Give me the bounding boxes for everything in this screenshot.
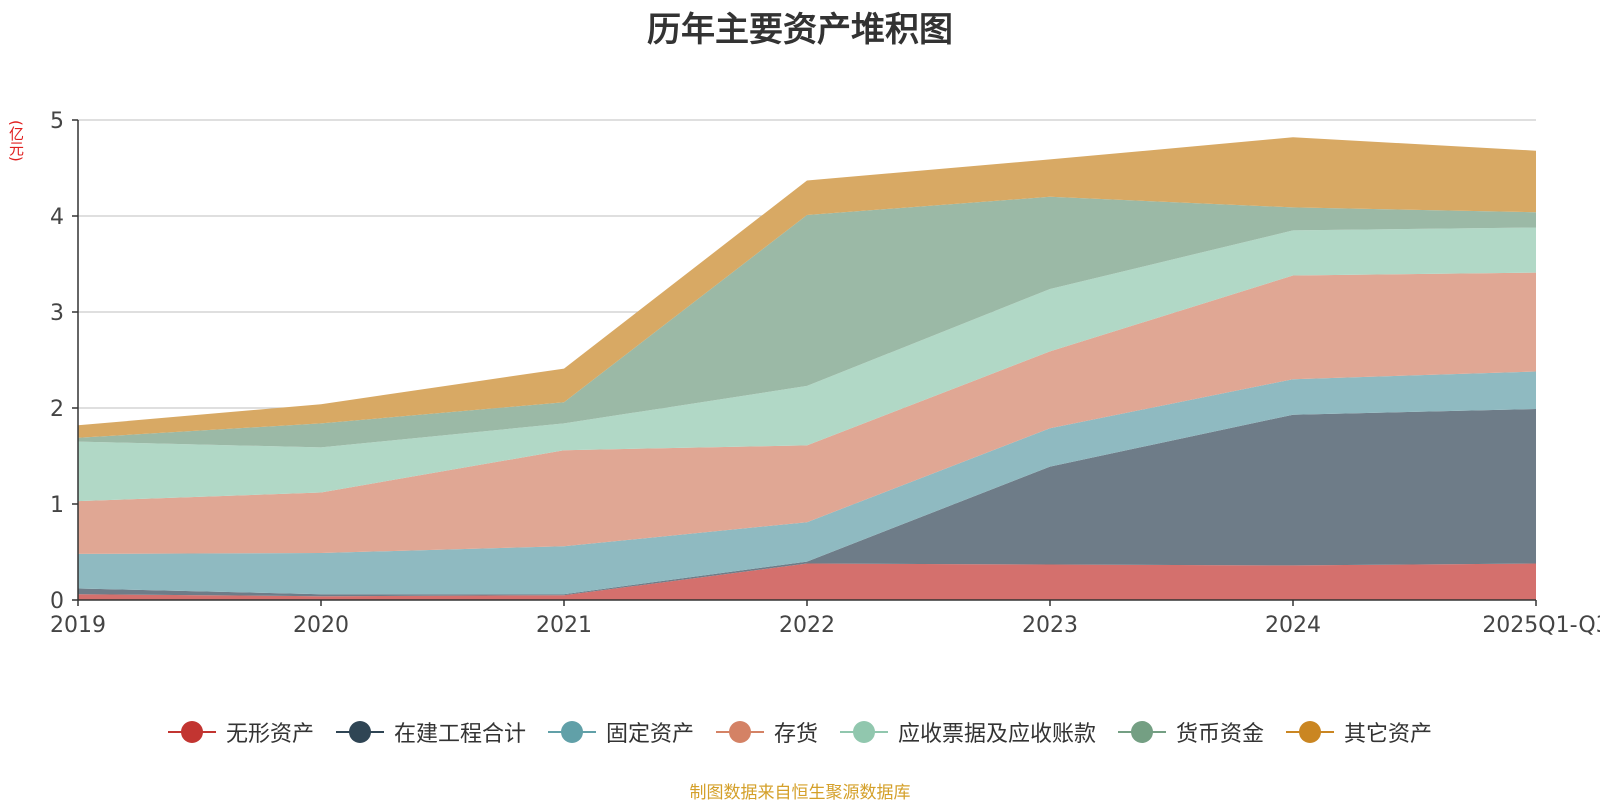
legend-item-3[interactable]: 固定资产	[547, 716, 694, 748]
legend-item-4[interactable]: 存货	[715, 716, 818, 748]
legend-label: 其它资产	[1344, 722, 1433, 747]
legend-item-6[interactable]: 货币资金	[1118, 716, 1264, 748]
y-axis-unit-label: (亿元)	[7, 120, 25, 162]
legend-item-7[interactable]: 其它资产	[1286, 716, 1432, 748]
legend-label: 应收票据及应收账款	[898, 722, 1097, 747]
area-series-7	[78, 137, 1536, 438]
legend-swatch-icon	[547, 720, 596, 744]
legend-label: 无形资产	[225, 722, 314, 747]
legend-label: 货币资金	[1176, 722, 1265, 747]
area-series-6	[78, 196, 1536, 448]
legend-label: 存货	[773, 722, 818, 747]
x-tick-label: 2019	[50, 613, 106, 638]
chart-title: 历年主要资产堆积图	[647, 10, 953, 50]
legend-item-1[interactable]: 无形资产	[167, 716, 314, 748]
x-tick-label: 2022	[779, 613, 835, 638]
chart-legend: 无形资产 在建工程合计 固定资产 存货 应收票据及应收账款 货币资金 其它资产	[0, 716, 1600, 748]
legend-label: 固定资产	[605, 722, 694, 747]
legend-swatch-icon	[1118, 720, 1167, 744]
legend-item-5[interactable]: 应收票据及应收账款	[840, 716, 1096, 748]
x-tick-label: 2023	[1022, 613, 1078, 638]
y-tick-label: 1	[50, 493, 64, 518]
y-tick-label: 2	[50, 397, 64, 422]
x-tick-label: 2021	[536, 613, 592, 638]
legend-swatch-icon	[715, 720, 764, 744]
area-series-5	[78, 227, 1536, 502]
source-note: 制图数据来自恒生聚源数据库	[689, 783, 911, 803]
legend-swatch-icon	[335, 720, 384, 744]
area-series-1	[78, 563, 1536, 600]
y-tick-label: 3	[50, 301, 64, 326]
legend-swatch-icon	[840, 720, 888, 744]
x-tick-label: 2020	[293, 613, 349, 638]
area-series-3	[78, 371, 1536, 595]
legend-label: 在建工程合计	[393, 722, 526, 747]
x-tick-label: 2025Q1-Q3	[1482, 613, 1600, 638]
y-tick-label: 5	[50, 109, 64, 134]
stacked-area-chart: 0 1 2 3 4 5 2019 2020 2021 2022 2023 2024 2025Q1-Q3	[50, 109, 1600, 638]
area-series-2	[78, 409, 1536, 597]
area-series-4	[78, 272, 1536, 554]
legend-swatch-icon	[1286, 720, 1335, 744]
legend-swatch-icon	[167, 720, 216, 744]
x-tick-label: 2024	[1265, 613, 1321, 638]
y-tick-label: 4	[50, 205, 64, 230]
legend-item-2[interactable]: 在建工程合计	[335, 716, 526, 748]
y-tick-label: 0	[50, 589, 64, 614]
